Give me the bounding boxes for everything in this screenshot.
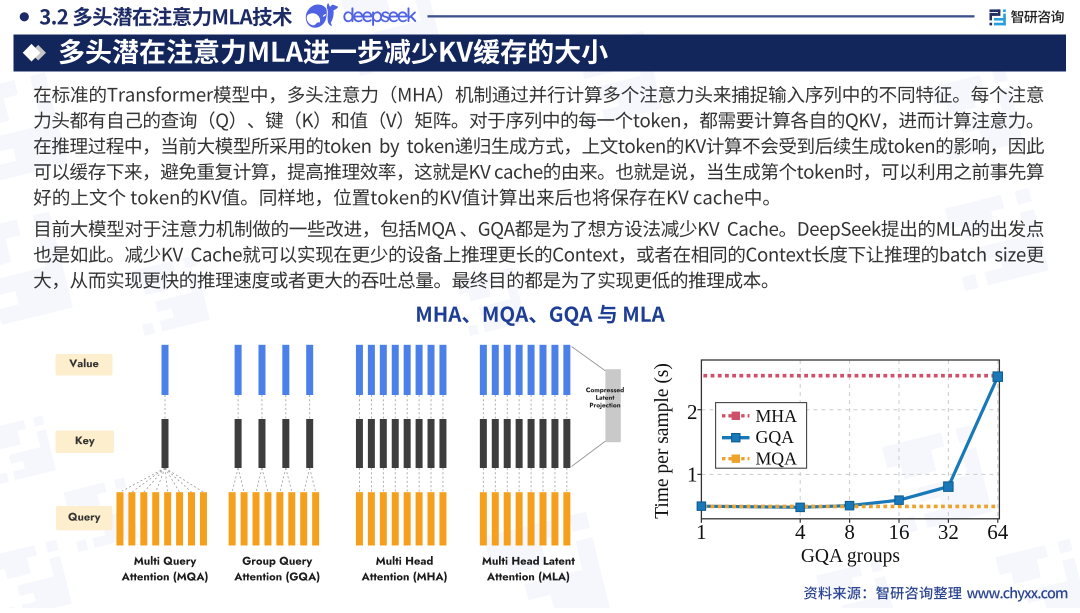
svg-text:MQA: MQA — [756, 449, 798, 469]
svg-text:32: 32 — [938, 520, 959, 544]
svg-text:64: 64 — [987, 520, 1009, 544]
svg-text:4: 4 — [795, 520, 806, 544]
svg-text:GQA: GQA — [756, 427, 795, 447]
svg-text:8: 8 — [844, 520, 855, 544]
svg-text:Time per sample (s): Time per sample (s) — [652, 363, 673, 519]
svg-text:2: 2 — [687, 400, 698, 424]
svg-text:1: 1 — [687, 462, 698, 486]
svg-text:1: 1 — [696, 520, 707, 544]
svg-text:GQA groups: GQA groups — [801, 546, 900, 567]
svg-text:16: 16 — [889, 520, 910, 544]
svg-text:MHA: MHA — [756, 406, 798, 426]
